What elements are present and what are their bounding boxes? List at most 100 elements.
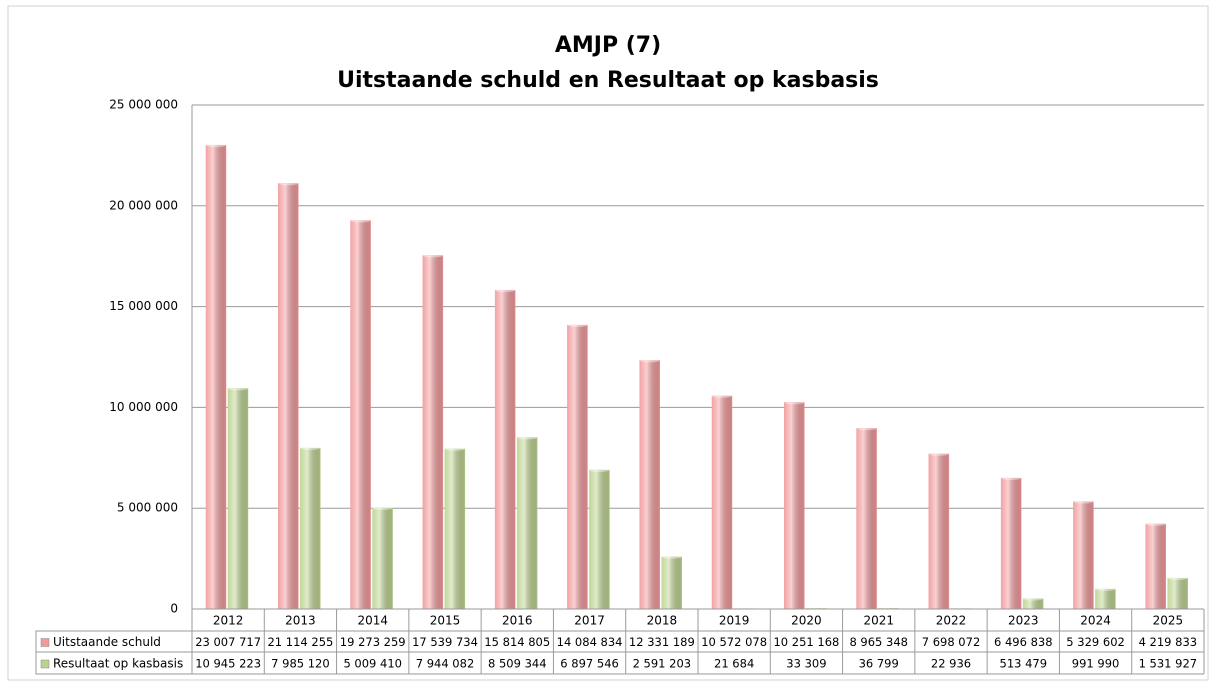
bar-cap [1145, 521, 1166, 526]
x-tick-label: 2023 [1008, 614, 1039, 628]
table-value: 19 273 259 [340, 635, 406, 649]
table-value: 17 539 734 [412, 635, 478, 649]
table-value: 1 531 927 [1139, 657, 1198, 671]
x-tick-label: 2021 [863, 614, 894, 628]
table-value: 14 084 834 [557, 635, 623, 649]
table-value: 8 509 344 [488, 657, 547, 671]
table-value: 10 572 078 [701, 635, 767, 649]
x-tick-label: 2017 [574, 614, 605, 628]
bar-cap [422, 253, 443, 258]
bar-cap [661, 554, 682, 559]
bar-shine [1095, 589, 1116, 609]
table-value: 21 684 [714, 657, 754, 671]
bar-shine [661, 556, 682, 609]
bar-shine [784, 402, 805, 609]
bar-shine [1145, 523, 1166, 609]
bar-cap [228, 386, 248, 391]
legend-label: Resultaat op kasbasis [53, 657, 183, 671]
y-tick-label: 25 000 000 [109, 98, 178, 112]
bar-cap [784, 400, 805, 405]
bar-cap [806, 606, 827, 611]
bar-cap [928, 451, 949, 456]
bar-cap [567, 323, 588, 328]
bar-shine [228, 388, 248, 609]
bar-cap [712, 393, 732, 398]
bar-shine [350, 220, 371, 609]
bar-cap [206, 143, 226, 148]
table-value: 12 331 189 [629, 635, 695, 649]
table-value: 5 329 602 [1066, 635, 1125, 649]
y-tick-label: 20 000 000 [109, 198, 178, 212]
bar-shine [372, 508, 393, 609]
bar-shine [1073, 501, 1094, 609]
bar-cap [639, 358, 660, 363]
table-value: 21 114 255 [267, 635, 333, 649]
bar-shine [278, 183, 299, 610]
x-tick-label: 2024 [1080, 614, 1111, 628]
bar-cap [1001, 476, 1022, 481]
table-value: 36 799 [859, 657, 899, 671]
table-value: 22 936 [931, 657, 971, 671]
y-tick-label: 15 000 000 [109, 299, 178, 313]
bar-cap [444, 446, 465, 451]
table-value: 4 219 833 [1139, 635, 1198, 649]
bar-shine [589, 469, 610, 609]
table-value: 10 251 168 [773, 635, 839, 649]
table-value: 7 985 120 [271, 657, 330, 671]
x-tick-label: 2020 [791, 614, 822, 628]
bar-cap [1073, 499, 1094, 504]
table-value: 991 990 [1072, 657, 1120, 671]
bar-shine [300, 448, 321, 609]
bar-cap [1095, 587, 1116, 592]
x-tick-label: 2014 [357, 614, 388, 628]
x-tick-label: 2015 [430, 614, 461, 628]
table-value: 7 698 072 [922, 635, 981, 649]
legend-label: Uitstaande schuld [53, 635, 161, 649]
bar-cap [1167, 576, 1188, 581]
y-tick-label: 0 [170, 602, 178, 616]
bar-shine [495, 290, 516, 609]
table-value: 33 309 [786, 657, 826, 671]
table-value: 15 814 805 [484, 635, 550, 649]
legend-key [40, 638, 50, 647]
table-value: 513 479 [1000, 657, 1048, 671]
table-value: 6 496 838 [994, 635, 1053, 649]
bar-shine [567, 325, 588, 609]
bar-shine [712, 395, 732, 609]
bar-cap [517, 435, 538, 440]
chart-border [7, 5, 1209, 681]
bar-shine [928, 453, 949, 609]
bar-cap [350, 218, 371, 223]
x-tick-label: 2025 [1153, 614, 1184, 628]
table-value: 7 944 082 [416, 657, 475, 671]
x-tick-label: 2018 [647, 614, 678, 628]
bar-shine [856, 428, 877, 609]
y-tick-label: 10 000 000 [109, 400, 178, 414]
bar-cap [856, 426, 877, 431]
bar-shine [422, 255, 443, 609]
table-value: 2 591 203 [633, 657, 692, 671]
bar-cap [1023, 596, 1044, 601]
table-value: 23 007 717 [195, 635, 261, 649]
table-value: 8 965 348 [849, 635, 908, 649]
bar-shine [1023, 598, 1044, 609]
y-tick-label: 5 000 000 [117, 501, 178, 515]
bar-shine [639, 360, 660, 609]
bar-cap [589, 467, 610, 472]
x-tick-label: 2013 [285, 614, 316, 628]
table-value: 6 897 546 [560, 657, 619, 671]
bar-cap [278, 181, 299, 186]
bar-cap [372, 506, 393, 511]
bar-cap [300, 446, 321, 451]
bar-shine [444, 448, 465, 609]
legend-key [40, 659, 50, 669]
x-tick-label: 2016 [502, 614, 533, 628]
chart-title: AMJP (7) [555, 33, 661, 58]
table-value: 5 009 410 [343, 657, 402, 671]
bar-shine [1001, 478, 1022, 609]
bar-shine [206, 145, 226, 609]
x-tick-label: 2019 [719, 614, 750, 628]
chart-subtitle: Uitstaande schuld en Resultaat op kasbas… [337, 68, 879, 93]
table-value: 10 945 223 [195, 657, 261, 671]
